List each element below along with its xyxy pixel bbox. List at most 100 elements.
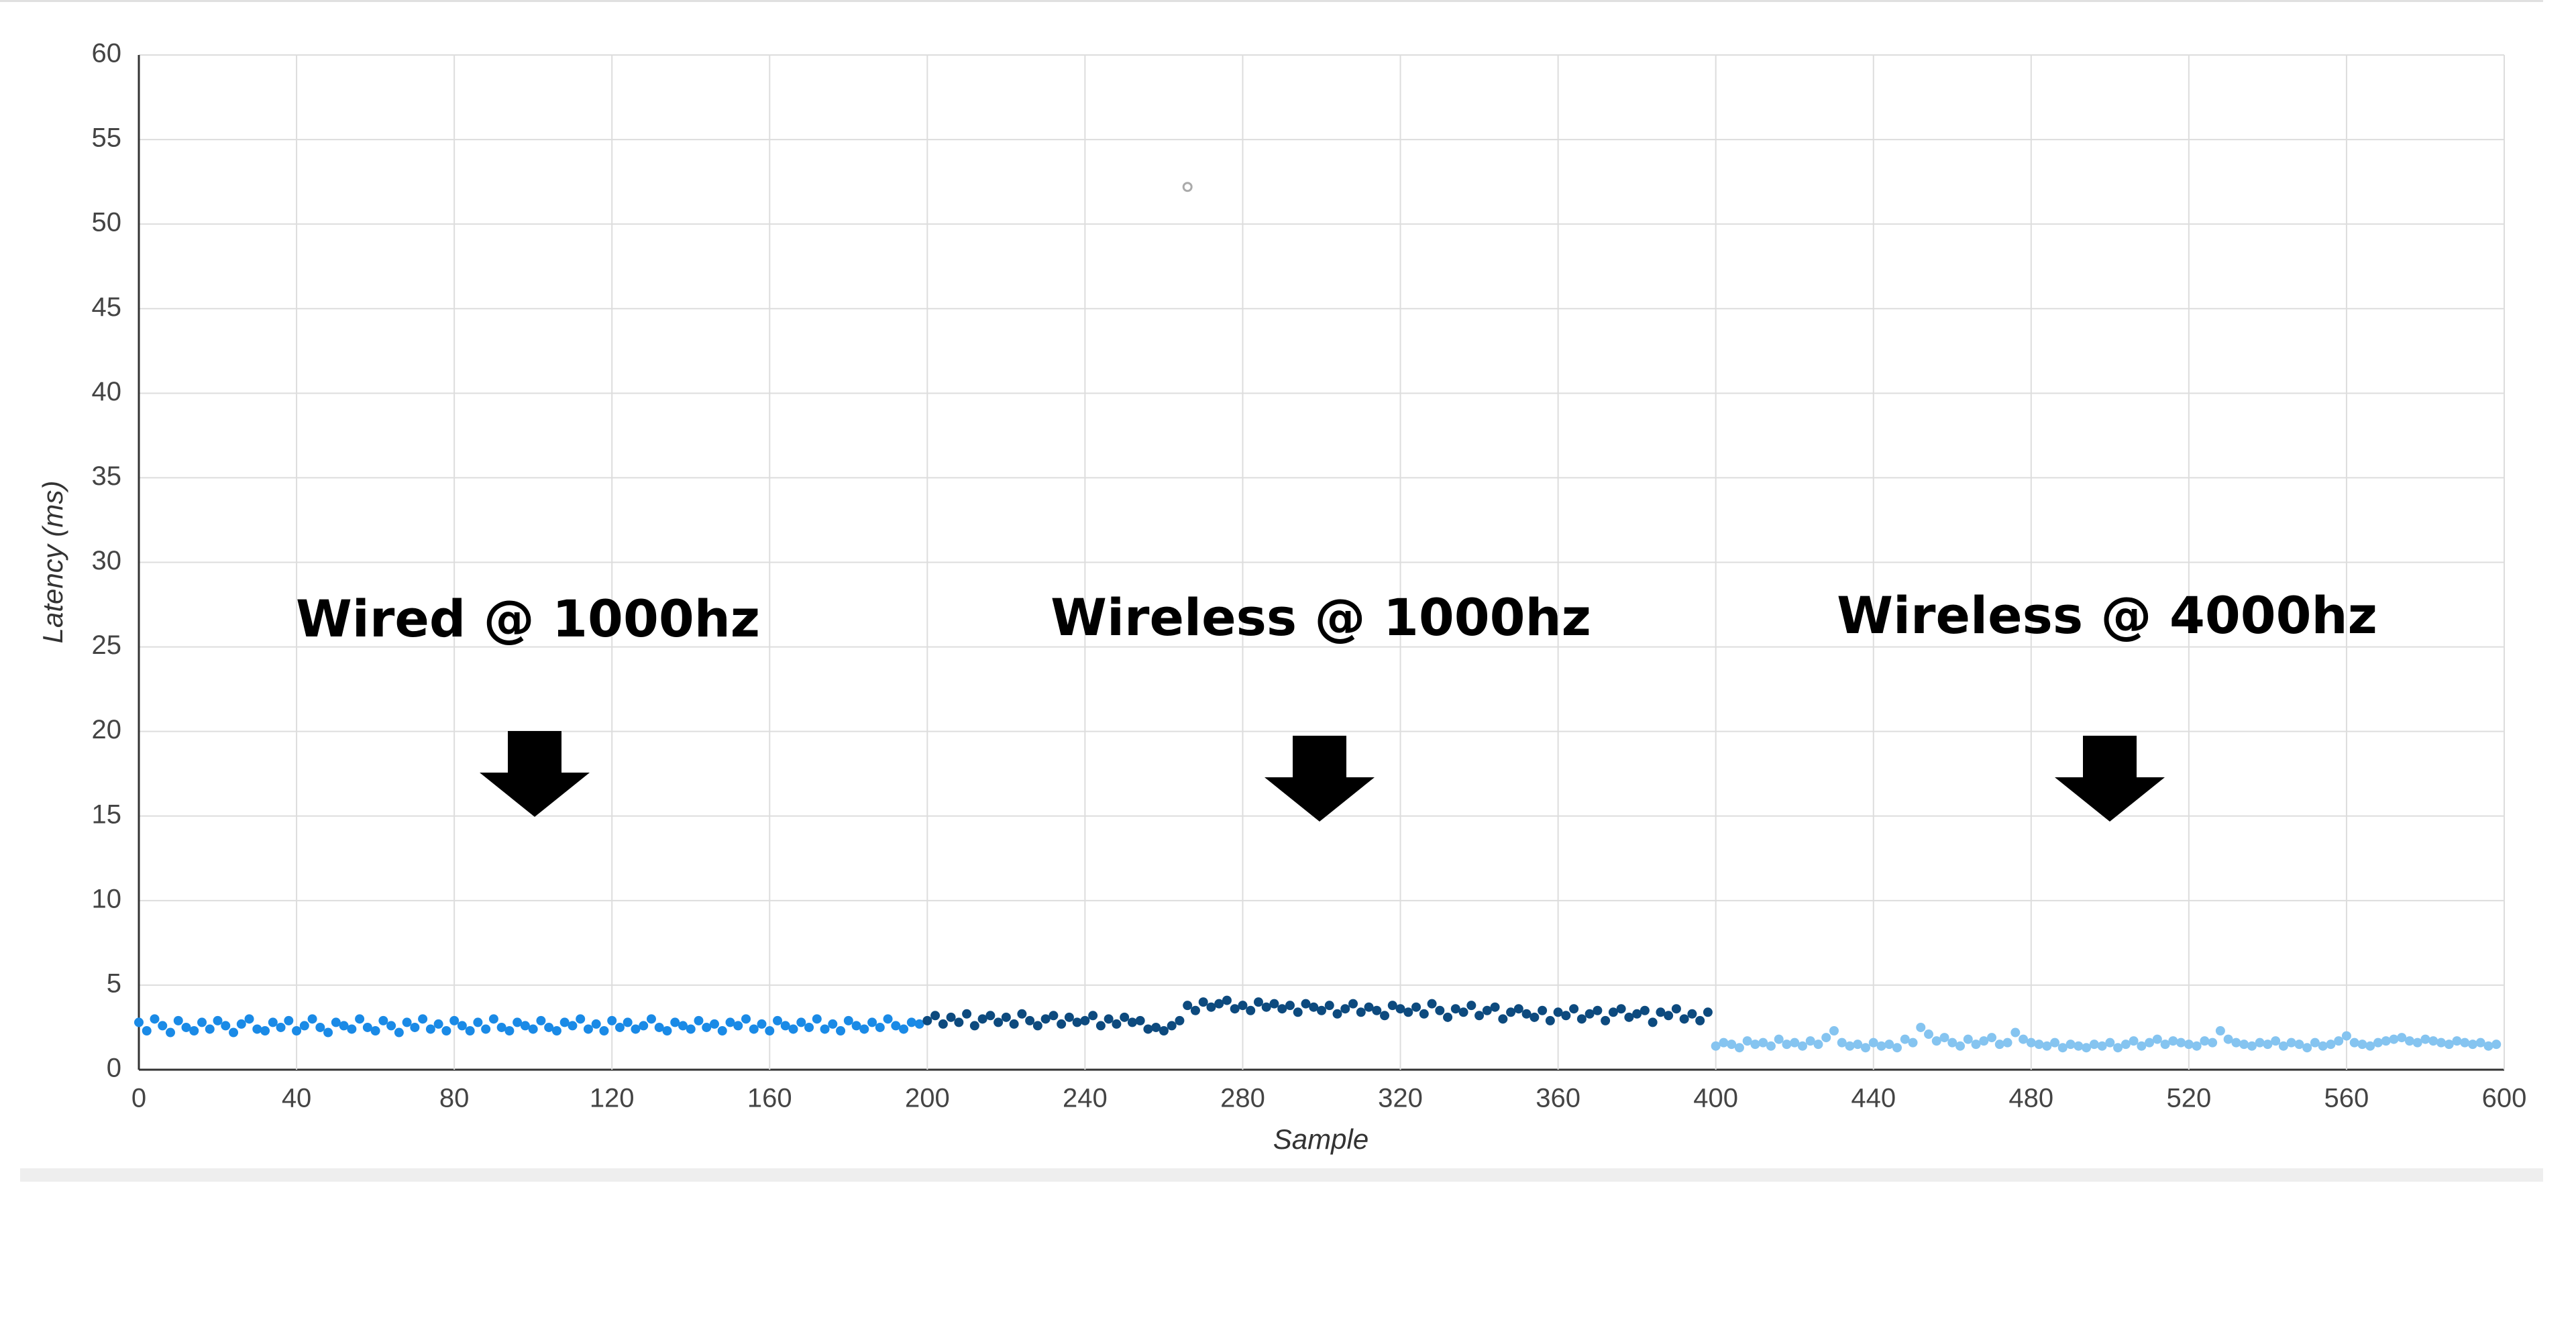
data-point <box>528 1024 538 1034</box>
x-tick-label: 440 <box>1851 1084 1896 1113</box>
data-point <box>284 1015 294 1025</box>
x-tick-label: 80 <box>439 1084 470 1113</box>
data-point <box>2467 1040 2477 1050</box>
data-point <box>773 1015 783 1025</box>
data-point <box>1182 182 1193 192</box>
x-tick-label: 520 <box>2166 1084 2211 1113</box>
data-point <box>2420 1034 2430 1044</box>
data-point <box>134 1017 144 1027</box>
data-point <box>2215 1026 2225 1036</box>
data-point <box>1538 1005 1548 1015</box>
arrow <box>480 731 590 817</box>
data-point <box>709 1019 719 1029</box>
data-point <box>1001 1012 1011 1022</box>
data-point <box>654 1022 664 1032</box>
data-point <box>1261 1002 1271 1012</box>
data-point <box>1837 1038 1847 1048</box>
data-point <box>851 1021 861 1031</box>
data-point <box>2137 1041 2147 1051</box>
data-point <box>1049 1011 1059 1021</box>
y-tick-label: 30 <box>92 546 122 575</box>
data-point <box>686 1024 696 1034</box>
data-point <box>1576 1014 1587 1024</box>
data-point <box>244 1014 254 1024</box>
data-point <box>299 1021 309 1031</box>
data-point <box>1900 1034 1910 1044</box>
data-point <box>1057 1019 1067 1029</box>
data-point <box>410 1022 420 1032</box>
data-point <box>843 1015 853 1025</box>
data-point <box>173 1015 183 1025</box>
data-point <box>1222 995 1232 1005</box>
data-point <box>1813 1040 1823 1050</box>
data-point <box>1301 999 1311 1009</box>
data-point <box>1931 1036 1941 1046</box>
data-point <box>1064 1012 1074 1022</box>
data-point <box>189 1026 199 1036</box>
data-point <box>2145 1038 2155 1048</box>
data-point <box>1593 1005 1603 1015</box>
data-point <box>1868 1038 1878 1048</box>
data-point <box>1506 1007 1516 1017</box>
data-point <box>859 1024 869 1034</box>
data-point <box>1569 1004 1579 1014</box>
y-tick-label: 5 <box>107 968 121 998</box>
data-point <box>1695 1015 1705 1025</box>
data-point <box>828 1019 838 1029</box>
data-point <box>292 1026 302 1036</box>
data-point <box>1175 1015 1185 1025</box>
data-point <box>1608 1007 1618 1017</box>
data-point <box>2278 1041 2288 1051</box>
data-point <box>2019 1034 2029 1044</box>
data-point <box>576 1014 586 1024</box>
data-point <box>1403 1007 1413 1017</box>
data-point <box>1364 1002 1374 1012</box>
y-tick-label: 55 <box>92 123 122 153</box>
data-point <box>836 1026 846 1036</box>
data-point <box>1624 1012 1634 1022</box>
data-point <box>930 1011 941 1021</box>
arrow <box>2055 736 2165 822</box>
data-point <box>2357 1040 2367 1050</box>
data-point <box>1356 1007 1366 1017</box>
data-point <box>1104 1014 1114 1024</box>
data-point <box>2239 1040 2249 1050</box>
data-point <box>2097 1041 2107 1051</box>
data-point <box>1009 1019 1019 1029</box>
x-tick-label: 280 <box>1220 1084 1265 1113</box>
data-point <box>205 1024 215 1034</box>
data-point <box>1269 999 1279 1009</box>
data-point <box>2389 1034 2399 1044</box>
data-point <box>2129 1036 2139 1046</box>
x-tick-label: 360 <box>1536 1084 1580 1113</box>
data-point <box>1167 1021 1177 1031</box>
data-point <box>1443 1012 1453 1022</box>
data-point <box>1987 1033 1997 1043</box>
data-point <box>733 1021 743 1031</box>
data-point <box>670 1017 680 1027</box>
data-point <box>1829 1026 1839 1036</box>
data-point <box>820 1024 830 1034</box>
data-point <box>1127 1017 1137 1027</box>
data-point <box>2082 1043 2092 1053</box>
data-point <box>1521 1009 1532 1019</box>
data-point <box>457 1021 467 1031</box>
data-point <box>2026 1038 2036 1048</box>
data-point <box>513 1017 523 1027</box>
data-point <box>2334 1036 2344 1046</box>
data-point <box>1293 1007 1303 1017</box>
data-point <box>1419 1009 1429 1019</box>
x-tick-label: 320 <box>1378 1084 1423 1113</box>
data-point <box>1561 1011 1571 1021</box>
data-point <box>623 1017 633 1027</box>
data-point <box>1703 1007 1713 1017</box>
data-point <box>977 1014 987 1024</box>
data-point <box>2381 1036 2391 1046</box>
x-tick-label: 600 <box>2482 1084 2527 1113</box>
y-tick-label: 60 <box>92 39 122 68</box>
data-point <box>347 1024 357 1034</box>
data-point <box>1017 1009 1027 1019</box>
data-point <box>1513 1004 1523 1014</box>
data-point <box>1183 1001 1193 1011</box>
